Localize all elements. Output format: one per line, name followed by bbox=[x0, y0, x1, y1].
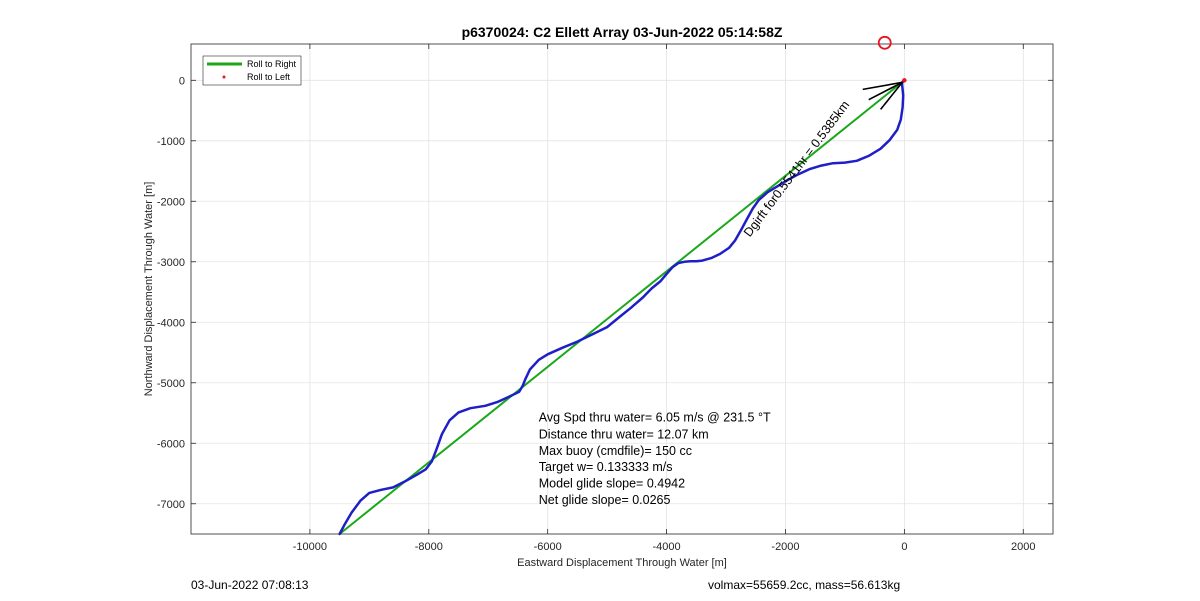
legend-swatch-roll-left bbox=[222, 75, 226, 79]
y-axis-label: Northward Displacement Through Water [m] bbox=[143, 182, 155, 397]
x-tick-label: -8000 bbox=[415, 541, 443, 553]
footer-mass-info: volmax=55659.2cc, mass=56.613kg bbox=[708, 578, 901, 592]
y-tick-label: -6000 bbox=[157, 438, 185, 450]
stats-annotation: Max buoy (cmdfile)= 150 cc bbox=[539, 444, 692, 458]
y-tick-label: -4000 bbox=[157, 317, 185, 329]
stats-annotation: Model glide slope= 0.4942 bbox=[539, 476, 685, 490]
stats-annotation: Target w= 0.133333 m/s bbox=[539, 460, 673, 474]
x-tick-label: -2000 bbox=[771, 541, 799, 553]
stats-annotation: Distance thru water= 12.07 km bbox=[539, 427, 709, 441]
x-tick-label: -6000 bbox=[534, 541, 562, 553]
chart-title: p6370024: C2 Ellett Array 03-Jun-2022 05… bbox=[462, 24, 783, 40]
tick-layer: -10000 -8000 -6000 -4000 -2000 0 2000 0 -1000 -20… bbox=[157, 44, 1053, 553]
y-tick-label: -7000 bbox=[157, 499, 185, 511]
legend-label-roll-right: Roll to Right bbox=[247, 59, 297, 69]
plot-frame bbox=[190, 43, 1054, 535]
stats-annotation: Net glide slope= 0.0265 bbox=[539, 493, 671, 507]
y-tick-label: -2000 bbox=[157, 196, 185, 208]
x-axis-label: Eastward Displacement Through Water [m] bbox=[517, 557, 727, 569]
x-tick-label: -4000 bbox=[653, 541, 681, 553]
x-tick-label: -10000 bbox=[293, 541, 327, 553]
y-tick-label: -1000 bbox=[157, 136, 185, 148]
y-tick-label: -3000 bbox=[157, 257, 185, 269]
drift-arrow-line bbox=[868, 81, 903, 101]
stats-annotation: Avg Spd thru water= 6.05 m/s @ 231.5 °T bbox=[539, 410, 771, 424]
drift-arrow-line bbox=[862, 81, 903, 91]
y-tick-label: 0 bbox=[179, 75, 185, 87]
x-tick-label: 2000 bbox=[1011, 541, 1035, 553]
drift-arrow-line bbox=[879, 81, 904, 110]
x-tick-label: 0 bbox=[901, 541, 907, 553]
legend: Roll to Right Roll to Left bbox=[202, 55, 302, 86]
legend-label-roll-left: Roll to Left bbox=[247, 72, 291, 82]
y-tick-label: -5000 bbox=[157, 378, 185, 390]
grid-lines bbox=[191, 44, 1053, 534]
track-end-dot bbox=[902, 78, 907, 83]
position-marker-circle bbox=[877, 35, 892, 50]
legend-box bbox=[202, 55, 302, 86]
plot-background bbox=[191, 44, 1053, 534]
series-line-track bbox=[338, 79, 906, 536]
footer-timestamp: 03-Jun-2022 07:08:13 bbox=[191, 578, 309, 592]
